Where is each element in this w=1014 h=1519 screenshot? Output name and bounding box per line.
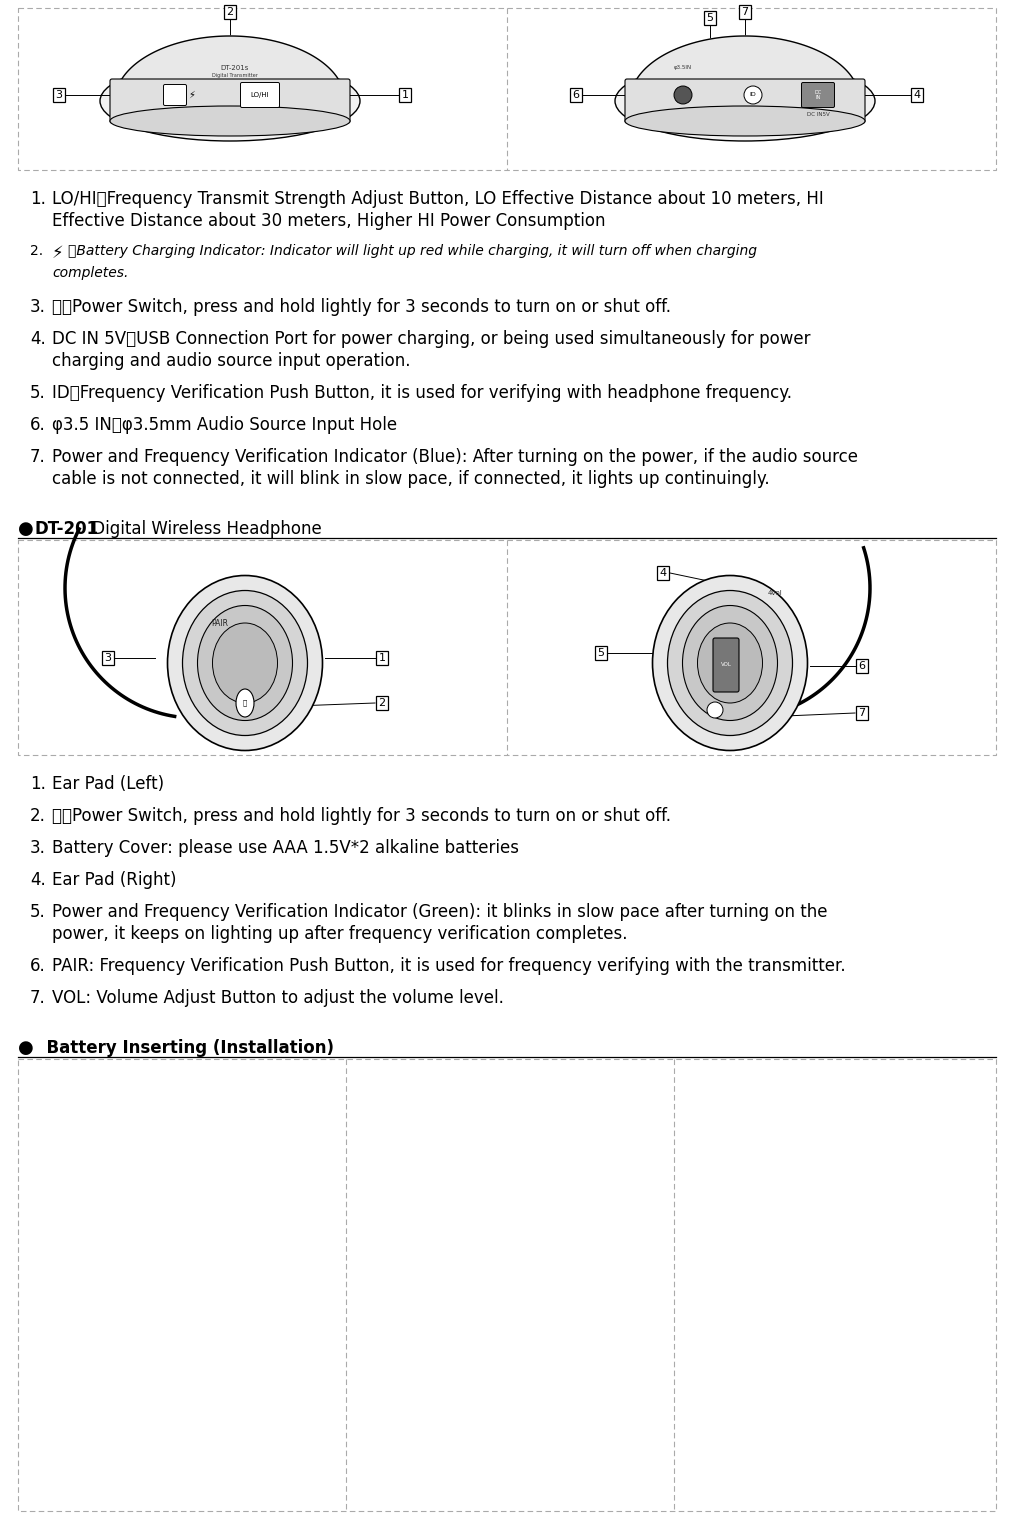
Text: power, it keeps on lighting up after frequency verification completes.: power, it keeps on lighting up after fre… (52, 925, 628, 943)
Text: Digital Transmitter: Digital Transmitter (212, 73, 258, 79)
Text: ⏻：Power Switch, press and hold lightly for 3 seconds to turn on or shut off.: ⏻：Power Switch, press and hold lightly f… (52, 807, 671, 825)
Ellipse shape (698, 623, 763, 703)
Text: ID：Frequency Verification Push Button, it is used for verifying with headphone f: ID：Frequency Verification Push Button, i… (52, 384, 792, 403)
Ellipse shape (236, 690, 254, 717)
Text: DC IN 5V：USB Connection Port for power charging, or being used simultaneously fo: DC IN 5V：USB Connection Port for power c… (52, 330, 810, 348)
Text: 6.: 6. (30, 416, 46, 434)
Text: 3.: 3. (30, 298, 46, 316)
Text: 4vol: 4vol (768, 589, 783, 595)
Bar (18, 1059, 996, 1511)
Text: ID: ID (749, 93, 756, 97)
Text: Battery Cover: please use AAA 1.5V*2 alkaline batteries: Battery Cover: please use AAA 1.5V*2 alk… (52, 838, 519, 857)
Text: DC IN5V: DC IN5V (806, 111, 829, 117)
Text: 2: 2 (378, 699, 385, 708)
Text: 6.: 6. (30, 957, 46, 975)
Text: cable is not connected, it will blink in slow pace, if connected, it lights up c: cable is not connected, it will blink in… (52, 469, 770, 488)
Ellipse shape (682, 606, 778, 720)
Text: 1.: 1. (30, 190, 46, 208)
Circle shape (674, 87, 692, 103)
Text: 1: 1 (402, 90, 409, 100)
Ellipse shape (183, 591, 307, 735)
Text: completes.: completes. (52, 266, 129, 279)
Text: 3: 3 (56, 90, 63, 100)
Text: ：Battery Charging Indicator: Indicator will light up red while charging, it will: ：Battery Charging Indicator: Indicator w… (68, 245, 757, 258)
Text: 4: 4 (659, 568, 666, 579)
FancyBboxPatch shape (240, 82, 280, 108)
Ellipse shape (213, 623, 278, 703)
Ellipse shape (667, 591, 793, 735)
Text: φ3.5 IN：φ3.5mm Audio Source Input Hole: φ3.5 IN：φ3.5mm Audio Source Input Hole (52, 416, 397, 434)
Text: 7: 7 (741, 8, 748, 17)
Text: 1.: 1. (30, 775, 46, 793)
Text: 5.: 5. (30, 384, 46, 403)
Text: 6: 6 (859, 661, 866, 671)
Text: 7.: 7. (30, 448, 46, 466)
Bar (18, 8, 996, 170)
Polygon shape (630, 36, 860, 100)
Text: LO/HI: LO/HI (250, 93, 270, 99)
Bar (18, 539, 996, 755)
Text: Battery Inserting (Installation): Battery Inserting (Installation) (35, 1039, 334, 1057)
Text: Ear Pad (Left): Ear Pad (Left) (52, 775, 164, 793)
Text: PAIR: PAIR (212, 618, 228, 627)
Text: 2.: 2. (30, 807, 46, 825)
Text: 6: 6 (573, 90, 579, 100)
Text: ⚡: ⚡ (52, 245, 64, 261)
Text: Power and Frequency Verification Indicator (Blue): After turning on the power, i: Power and Frequency Verification Indicat… (52, 448, 858, 466)
Text: 5.: 5. (30, 902, 46, 921)
FancyBboxPatch shape (163, 85, 187, 105)
Text: 4.: 4. (30, 870, 46, 889)
Text: Ear Pad (Right): Ear Pad (Right) (52, 870, 176, 889)
Text: Digital Wireless Headphone: Digital Wireless Headphone (87, 519, 321, 538)
Text: 4.: 4. (30, 330, 46, 348)
Text: 1: 1 (378, 653, 385, 662)
Ellipse shape (110, 106, 350, 137)
Text: ⏻：Power Switch, press and hold lightly for 3 seconds to turn on or shut off.: ⏻：Power Switch, press and hold lightly f… (52, 298, 671, 316)
Text: DT-201: DT-201 (35, 519, 99, 538)
Text: DC
IN: DC IN (814, 90, 821, 100)
Text: Effective Distance about 30 meters, Higher HI Power Consumption: Effective Distance about 30 meters, High… (52, 213, 605, 229)
Text: 5: 5 (597, 649, 604, 658)
Text: LO/HI：Frequency Transmit Strength Adjust Button, LO Effective Distance about 10 : LO/HI：Frequency Transmit Strength Adjust… (52, 190, 823, 208)
Text: Power and Frequency Verification Indicator (Green): it blinks in slow pace after: Power and Frequency Verification Indicat… (52, 902, 827, 921)
Ellipse shape (652, 576, 807, 750)
Text: PAIR: Frequency Verification Push Button, it is used for frequency verifying wit: PAIR: Frequency Verification Push Button… (52, 957, 846, 975)
FancyBboxPatch shape (625, 79, 865, 123)
Text: φ3.5IN: φ3.5IN (674, 65, 693, 70)
Text: 2.: 2. (30, 245, 44, 258)
Text: ⚡: ⚡ (189, 90, 196, 100)
Text: ⏻: ⏻ (243, 700, 247, 706)
Ellipse shape (625, 106, 865, 137)
FancyBboxPatch shape (110, 79, 350, 123)
Text: charging and audio source input operation.: charging and audio source input operatio… (52, 352, 411, 371)
Text: 7: 7 (859, 708, 866, 718)
Text: 7.: 7. (30, 989, 46, 1007)
Ellipse shape (167, 576, 322, 750)
Text: VOL: Volume Adjust Button to adjust the volume level.: VOL: Volume Adjust Button to adjust the … (52, 989, 504, 1007)
Text: 3: 3 (104, 653, 112, 662)
Text: ●: ● (18, 519, 33, 538)
Text: ●: ● (18, 1039, 33, 1057)
Polygon shape (115, 36, 345, 100)
Text: 2: 2 (226, 8, 233, 17)
Circle shape (707, 702, 723, 718)
Text: DT-201s: DT-201s (221, 65, 249, 71)
Circle shape (744, 87, 762, 103)
FancyBboxPatch shape (713, 638, 739, 693)
Text: 4: 4 (914, 90, 921, 100)
Ellipse shape (100, 61, 360, 141)
Text: VOL: VOL (721, 662, 731, 667)
Ellipse shape (198, 606, 292, 720)
Text: 3.: 3. (30, 838, 46, 857)
FancyBboxPatch shape (801, 82, 835, 108)
Text: 5: 5 (707, 14, 714, 23)
Ellipse shape (615, 61, 875, 141)
